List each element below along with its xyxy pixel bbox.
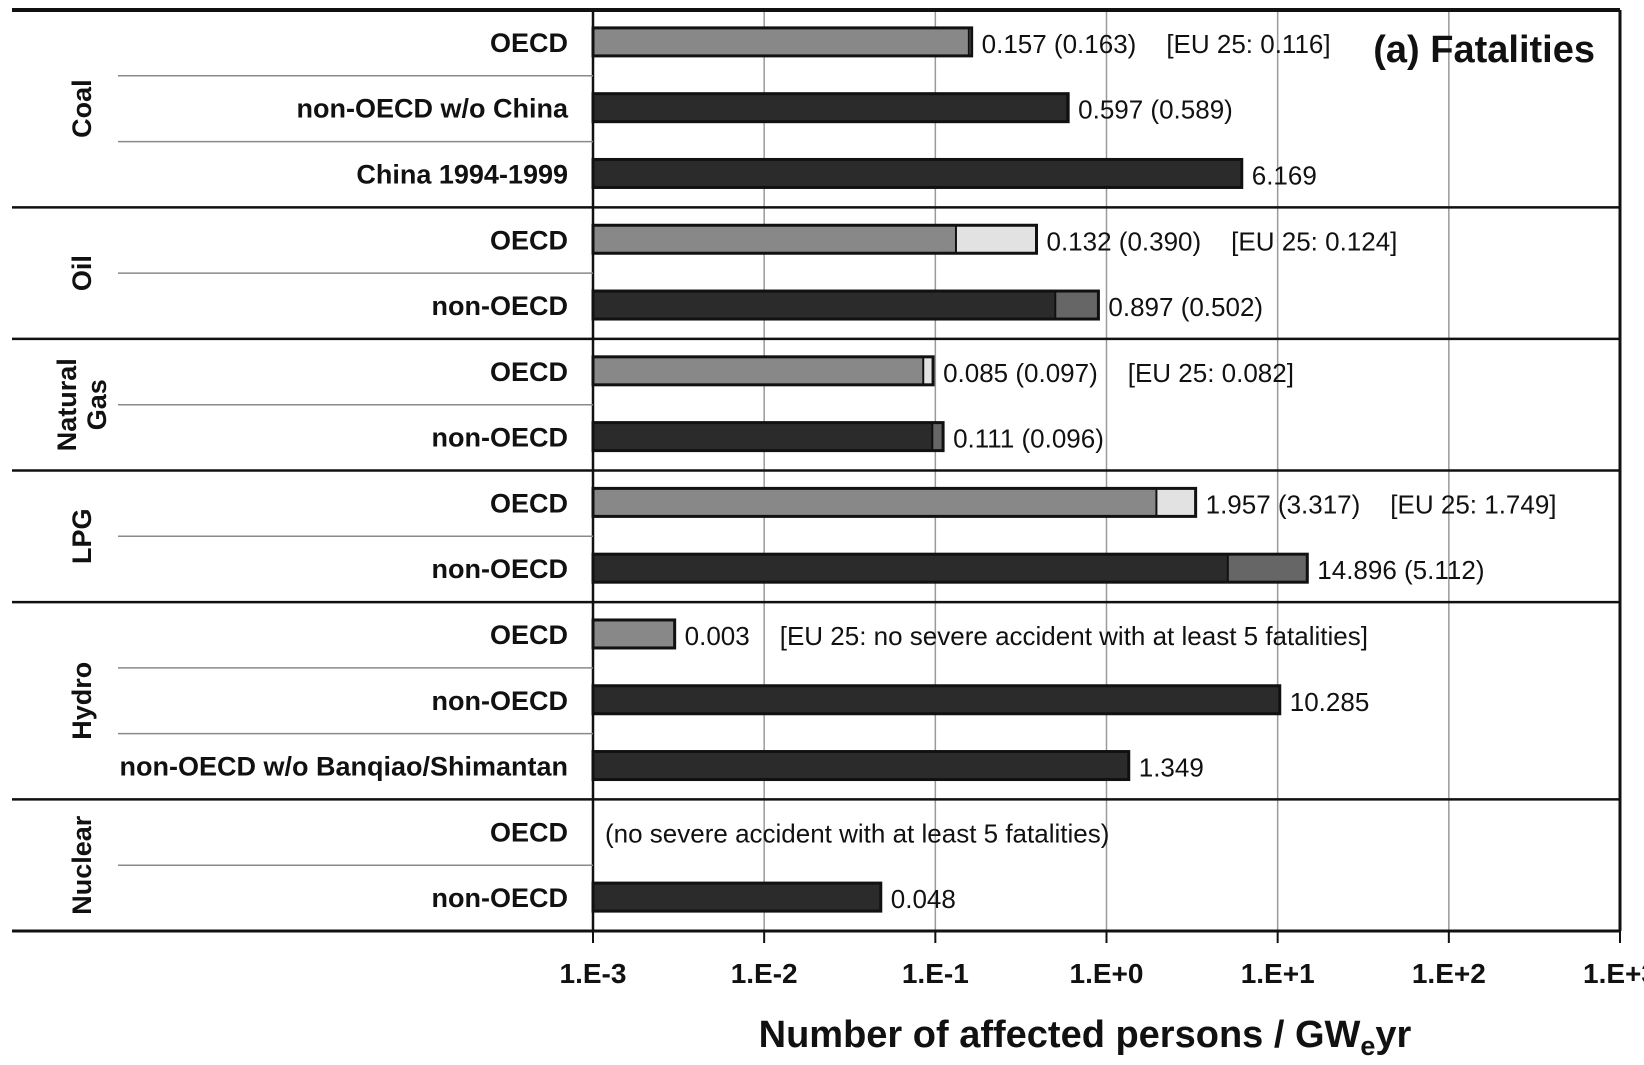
value-label: 0.048	[891, 884, 956, 914]
group-label: Nuclear	[67, 815, 97, 915]
bar-outline	[591, 486, 1198, 518]
x-tick-label: 1.E-3	[560, 958, 627, 989]
bar	[593, 619, 675, 648]
bar	[593, 751, 1129, 780]
bar-extension	[955, 225, 1037, 254]
bar	[593, 422, 933, 451]
bar-extension	[932, 422, 944, 451]
bar-outline	[591, 750, 1131, 782]
value-label: (no severe accident with at least 5 fata…	[605, 818, 1109, 848]
x-tick-label: 1.E+2	[1412, 958, 1486, 989]
bar-outline	[591, 881, 883, 913]
row-labels: Coal OECD non-OECD w/o China China 1994-199…	[52, 28, 569, 915]
eu25-note: [EU 25: 1.749]	[1390, 489, 1556, 519]
x-axis-label-suffix: yr	[1375, 1014, 1411, 1056]
value-label: 14.896 (5.112)	[1317, 555, 1484, 585]
row-label: OECD	[490, 817, 568, 847]
x-tick-label: 1.E+3	[1583, 958, 1644, 989]
group-label: Coal	[67, 79, 97, 138]
eu25-note: [EU 25: no severe accident with at least…	[780, 621, 1368, 651]
row-label: non-OECD	[432, 686, 568, 716]
bar	[593, 291, 1056, 320]
row-label: OECD	[490, 620, 568, 650]
bar-extension	[923, 356, 934, 385]
value-label: 0.597 (0.589)	[1078, 95, 1233, 125]
bars: 0.157 (0.163) [EU 25: 0.116] 0.597 (0.589)…	[591, 26, 1557, 914]
bar-extension	[1227, 554, 1308, 583]
value-label: 0.157 (0.163)	[982, 29, 1137, 59]
group-label: NaturalGas	[52, 358, 112, 451]
bar	[593, 488, 1157, 517]
bar-extension	[1055, 291, 1099, 320]
bar-outline	[591, 618, 677, 650]
eu25-note: [EU 25: 0.124]	[1231, 226, 1397, 256]
group-label-line: Gas	[82, 379, 112, 430]
group-label: Oil	[67, 255, 97, 291]
group-label: LPG	[67, 509, 97, 565]
row-label: China 1994-1999	[356, 159, 568, 189]
row-label: OECD	[490, 225, 568, 255]
bar-outline	[591, 26, 974, 58]
x-tick-label: 1.E+1	[1241, 958, 1315, 989]
value-label: 6.169	[1252, 160, 1317, 190]
value-label: 0.085 (0.097)	[943, 358, 1098, 388]
bar-outline	[591, 684, 1282, 716]
value-label: 0.111 (0.096)	[953, 424, 1104, 454]
row-label: non-OECD	[432, 423, 568, 453]
row-label: non-OECD	[432, 554, 568, 584]
value-label: 0.897 (0.502)	[1108, 292, 1263, 322]
bar	[593, 883, 881, 912]
bar-extension	[1156, 488, 1196, 517]
bar-outline	[591, 92, 1070, 124]
x-tick-label: 1.E+0	[1070, 958, 1144, 989]
bar-outline	[591, 289, 1100, 321]
x-axis-label-main: Number of affected persons / GW	[759, 1014, 1361, 1056]
bar	[593, 356, 924, 385]
bar-outline	[591, 157, 1244, 189]
eu25-note: [EU 25: 0.116]	[1166, 29, 1330, 59]
bar	[593, 27, 969, 56]
x-tick-label: 1.E-1	[902, 958, 969, 989]
eu25-note: [EU 25: 0.082]	[1128, 358, 1294, 388]
chart-title: (a) Fatalities	[1373, 29, 1595, 71]
value-label: 1.957 (3.317)	[1206, 489, 1361, 519]
value-label: 1.349	[1139, 753, 1204, 783]
value-label: 10.285	[1290, 687, 1370, 717]
row-label: non-OECD w/o China	[297, 94, 569, 124]
bar-outline	[591, 421, 945, 453]
value-label: 0.003	[685, 621, 750, 651]
x-axis-label-subscript: e	[1360, 1031, 1375, 1061]
group-label-line: Natural	[52, 358, 82, 451]
row-label: non-OECD w/o Banqiao/Shimantan	[119, 752, 568, 782]
x-axis-label: Number of affected persons / GWeyr	[759, 1014, 1412, 1061]
bar	[593, 225, 956, 254]
row-label: OECD	[490, 357, 568, 387]
row-label: non-OECD	[432, 291, 568, 321]
chart-frame	[12, 8, 1622, 933]
row-label: non-OECD	[432, 883, 568, 913]
row-label: OECD	[490, 488, 568, 518]
value-label: 0.132 (0.390)	[1047, 226, 1202, 256]
row-label: OECD	[490, 28, 568, 58]
bar	[593, 159, 1242, 188]
group-label: Hydro	[67, 662, 97, 740]
x-tick-label: 1.E-2	[731, 958, 798, 989]
x-axis: 1.E-3 1.E-2 1.E-1 1.E+0 1.E+1 1.E+2 1.E+3	[560, 931, 1644, 989]
bar-outline	[591, 355, 935, 387]
bar	[593, 93, 1068, 122]
bar	[593, 554, 1228, 583]
bar-outline	[591, 552, 1309, 584]
bar	[593, 685, 1280, 714]
bar-outline	[591, 223, 1039, 255]
